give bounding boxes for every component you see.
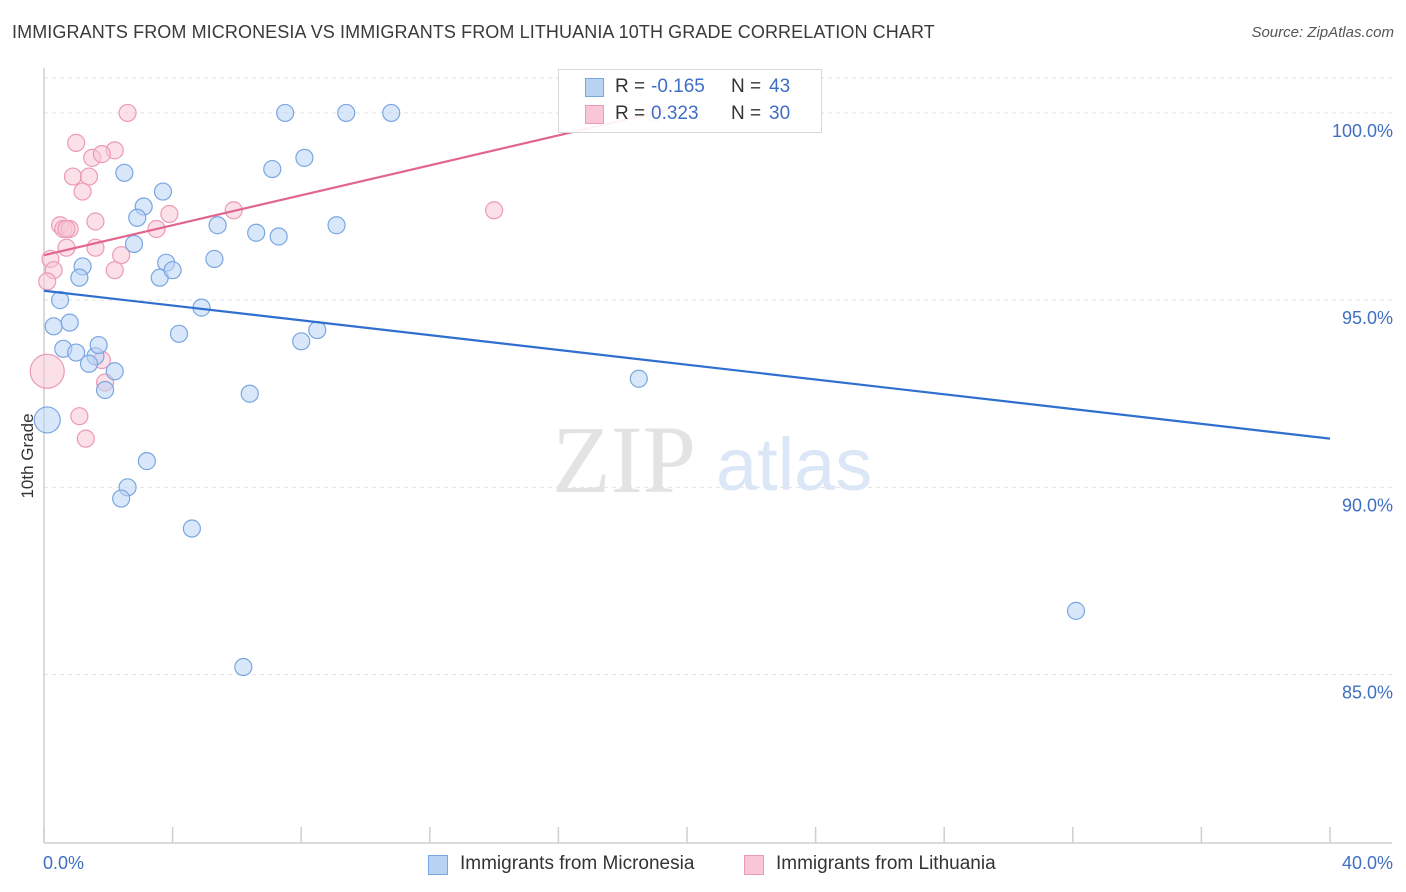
micronesia-point[interactable] (79, 354, 99, 373)
series-micronesia-points (33, 103, 1086, 677)
micronesia-point[interactable] (182, 519, 201, 538)
lithuania-point[interactable] (63, 167, 83, 186)
lithuania-point[interactable] (38, 272, 57, 291)
micronesia-point[interactable] (163, 261, 182, 280)
n-value: 43 (769, 76, 791, 97)
lithuania-legend-swatch (744, 855, 764, 875)
tick-labels: 100.0% 95.0% 90.0% 85.0% (1332, 121, 1393, 703)
n-label: N = (731, 103, 762, 124)
micronesia-point[interactable] (263, 159, 282, 179)
trend-lines (43, 108, 1331, 440)
watermark-atlas: atlas (716, 423, 872, 506)
x-tick-label-min: 0.0% (43, 853, 84, 873)
lithuania-point[interactable] (485, 201, 504, 220)
r-label: R = (615, 103, 646, 124)
lithuania-trend-line (43, 108, 672, 257)
lithuania-point[interactable] (112, 246, 131, 265)
micronesia-point[interactable] (234, 657, 253, 677)
r-value: 0.323 (651, 103, 699, 124)
micronesia-point[interactable] (115, 163, 134, 182)
series-legend: Immigrants from Micronesia Immigrants fr… (0, 850, 1406, 880)
micronesia-point[interactable] (33, 406, 61, 434)
micronesia-trend-line (43, 289, 1331, 440)
micronesia-point[interactable] (112, 489, 131, 508)
lithuania-swatch (585, 105, 604, 124)
x-tick-label-max: 40.0% (1342, 853, 1393, 873)
micronesia-point[interactable] (60, 313, 79, 332)
micronesia-swatch (585, 78, 604, 97)
lithuania-point[interactable] (76, 429, 95, 448)
micronesia-point[interactable] (124, 234, 144, 254)
micronesia-point[interactable] (153, 182, 173, 201)
stats-row-micronesia: R = -0.165 N = 43 (559, 73, 821, 101)
micronesia-point[interactable] (1066, 601, 1086, 620)
watermark-zip: ZIP (552, 406, 696, 513)
micronesia-point[interactable] (169, 324, 189, 343)
r-value: -0.165 (651, 76, 705, 97)
micronesia-point[interactable] (247, 223, 266, 242)
micronesia-legend-swatch (428, 855, 448, 875)
y-tick-label: 85.0% (1342, 683, 1393, 703)
lithuania-point[interactable] (70, 407, 89, 426)
micronesia-point[interactable] (128, 208, 147, 227)
watermark: ZIP atlas (552, 406, 872, 513)
r-label: R = (615, 76, 646, 97)
y-tick-label: 95.0% (1342, 308, 1393, 328)
lithuania-point[interactable] (67, 133, 86, 152)
stats-row-lithuania: R = 0.323 N = 30 (559, 100, 821, 128)
lithuania-point[interactable] (73, 182, 92, 201)
micronesia-point[interactable] (295, 148, 314, 167)
micronesia-point[interactable] (292, 332, 311, 351)
lithuania-point[interactable] (92, 145, 111, 164)
micronesia-point[interactable] (67, 343, 86, 362)
micronesia-point[interactable] (629, 369, 648, 388)
lithuania-point[interactable] (118, 103, 137, 123)
chart-title: IMMIGRANTS FROM MICRONESIA VS IMMIGRANTS… (12, 22, 935, 42)
legend-label-micronesia: Immigrants from Micronesia (460, 853, 695, 874)
micronesia-point[interactable] (382, 103, 401, 123)
lithuania-point[interactable] (57, 219, 76, 239)
micronesia-point[interactable] (137, 452, 156, 471)
y-tick-label: 100.0% (1332, 121, 1393, 141)
lithuania-point[interactable] (160, 204, 179, 224)
n-value: 30 (769, 103, 791, 124)
micronesia-point[interactable] (327, 216, 346, 235)
micronesia-point[interactable] (208, 216, 227, 235)
series-lithuania-points (29, 103, 664, 448)
micronesia-point[interactable] (308, 320, 327, 340)
n-label: N = (731, 76, 762, 97)
micronesia-point[interactable] (337, 103, 356, 123)
lithuania-point[interactable] (79, 167, 99, 186)
axes (43, 68, 1392, 844)
y-axis-title: 10th Grade (18, 413, 37, 498)
micronesia-point[interactable] (70, 268, 89, 287)
stats-legend: R = -0.165 N = 43 R = 0.323 N = 30 (558, 69, 822, 133)
micronesia-point[interactable] (95, 380, 115, 400)
lithuania-point[interactable] (29, 353, 65, 389)
micronesia-point[interactable] (240, 384, 259, 403)
grid-lines (44, 77, 1392, 676)
lithuania-point[interactable] (105, 261, 124, 280)
y-tick-label: 90.0% (1342, 495, 1393, 515)
micronesia-point[interactable] (44, 317, 63, 336)
micronesia-point[interactable] (276, 103, 295, 123)
lithuania-point[interactable] (86, 212, 105, 231)
micronesia-point[interactable] (269, 227, 288, 246)
micronesia-point[interactable] (105, 362, 124, 381)
source-label: Source: ZipAtlas.com (1251, 24, 1394, 41)
legend-label-lithuania: Immigrants from Lithuania (776, 853, 996, 874)
micronesia-point[interactable] (205, 249, 224, 269)
micronesia-point[interactable] (89, 335, 108, 355)
